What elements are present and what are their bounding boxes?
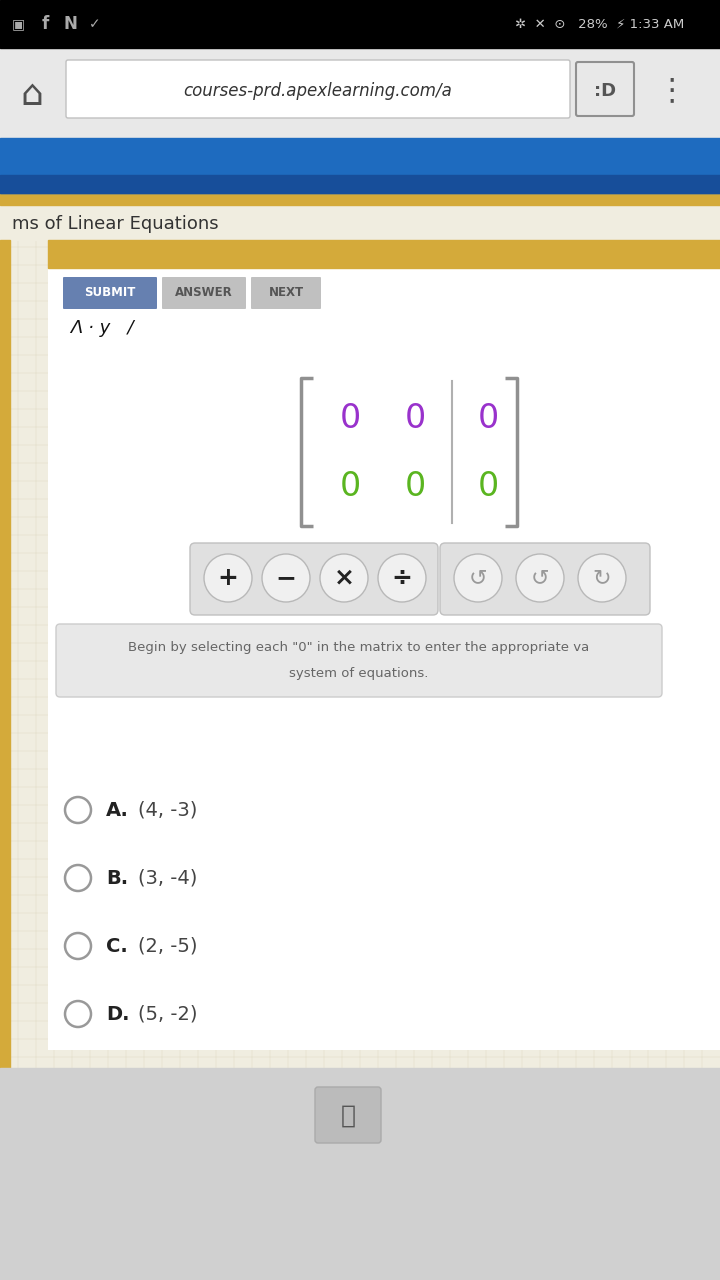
Text: ↺: ↺	[469, 568, 487, 588]
Bar	[0, 193, 720, 205]
Text: 0: 0	[405, 470, 426, 503]
Text: Begin by selecting each "0" in the matrix to enter the appropriate va: Begin by selecting each "0" in the matri…	[128, 641, 590, 654]
Bar	[0, 1068, 720, 1280]
Text: ⋮: ⋮	[657, 77, 688, 105]
Text: 0: 0	[339, 470, 361, 503]
Bar	[48, 241, 720, 268]
Text: ✓: ✓	[89, 17, 101, 31]
Text: :D: :D	[594, 82, 616, 100]
FancyBboxPatch shape	[576, 61, 634, 116]
FancyBboxPatch shape	[440, 543, 650, 614]
Text: (2, -5): (2, -5)	[138, 937, 197, 955]
Bar	[0, 175, 720, 193]
Circle shape	[320, 554, 368, 602]
Text: −: −	[276, 566, 297, 590]
Text: ↻: ↻	[593, 568, 611, 588]
FancyBboxPatch shape	[190, 543, 438, 614]
Bar	[0, 47, 720, 138]
FancyBboxPatch shape	[66, 60, 570, 118]
Bar	[0, 205, 720, 241]
FancyBboxPatch shape	[56, 623, 662, 698]
Text: ÷: ÷	[392, 566, 413, 590]
Text: SUBMIT: SUBMIT	[84, 287, 135, 300]
Text: (5, -2): (5, -2)	[138, 1005, 197, 1024]
Text: ▣: ▣	[12, 17, 24, 31]
Text: system of equations.: system of equations.	[289, 667, 428, 680]
Text: N: N	[63, 15, 77, 33]
Bar	[48, 241, 720, 1050]
Text: B.: B.	[106, 869, 128, 887]
Circle shape	[262, 554, 310, 602]
Text: Λ · y   /: Λ · y /	[70, 319, 134, 337]
FancyBboxPatch shape	[315, 1087, 381, 1143]
Circle shape	[454, 554, 502, 602]
Circle shape	[578, 554, 626, 602]
Text: 🖨: 🖨	[341, 1103, 356, 1128]
Bar	[0, 241, 10, 1091]
Text: 0: 0	[477, 402, 499, 434]
Bar	[0, 138, 720, 193]
Text: ✲  ✕  ⊙   28%  ⚡ 1:33 AM: ✲ ✕ ⊙ 28% ⚡ 1:33 AM	[516, 18, 685, 31]
Text: ⌂: ⌂	[21, 78, 43, 111]
Text: 0: 0	[477, 470, 499, 503]
Circle shape	[204, 554, 252, 602]
Text: ↺: ↺	[531, 568, 549, 588]
Text: 0: 0	[339, 402, 361, 434]
Text: A.: A.	[106, 800, 129, 819]
Text: (4, -3): (4, -3)	[138, 800, 197, 819]
Text: ×: ×	[333, 566, 354, 590]
Bar	[0, 0, 720, 47]
Text: courses-prd.apexlearning.com/a: courses-prd.apexlearning.com/a	[184, 82, 452, 100]
Text: +: +	[217, 566, 238, 590]
Text: f: f	[41, 15, 49, 33]
Circle shape	[378, 554, 426, 602]
Text: 0: 0	[405, 402, 426, 434]
Text: ANSWER: ANSWER	[175, 287, 233, 300]
Text: (3, -4): (3, -4)	[138, 869, 197, 887]
Bar	[0, 193, 720, 1280]
FancyBboxPatch shape	[162, 276, 246, 308]
FancyBboxPatch shape	[251, 276, 321, 308]
FancyBboxPatch shape	[63, 276, 157, 308]
Text: ms of Linear Equations: ms of Linear Equations	[12, 215, 219, 233]
Circle shape	[516, 554, 564, 602]
Text: NEXT: NEXT	[269, 287, 304, 300]
Text: C.: C.	[106, 937, 127, 955]
Text: D.: D.	[106, 1005, 130, 1024]
